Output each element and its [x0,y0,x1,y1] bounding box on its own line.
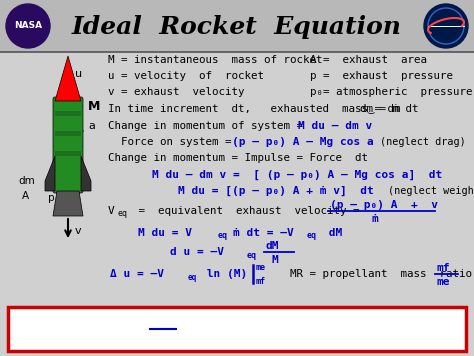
Circle shape [424,4,468,48]
Bar [55,131,81,136]
Text: eq: eq [93,328,106,338]
Text: ) = V: ) = V [178,321,224,336]
Circle shape [6,4,50,48]
Text: ṁ: ṁ [372,214,379,224]
Text: ln MR  = Isp  g: ln MR = Isp g [244,321,390,336]
Polygon shape [53,191,83,216]
Text: M = instantaneous  mass of rocket: M = instantaneous mass of rocket [108,55,322,65]
Text: dM: dM [322,228,342,238]
Text: ln (M): ln (M) [200,269,247,279]
Text: dm = ṁ dt: dm = ṁ dt [360,104,419,114]
Text: mf: mf [437,263,450,273]
Text: me: me [256,262,266,272]
Polygon shape [81,156,91,191]
Text: ṁ dt = –V: ṁ dt = –V [233,228,294,238]
FancyBboxPatch shape [53,97,83,193]
Text: p: p [48,193,55,203]
Text: Change in momentum = Impulse = Force  dt: Change in momentum = Impulse = Force dt [108,153,368,163]
Text: u: u [75,69,82,79]
Text: eq: eq [218,231,228,241]
Text: a: a [88,121,95,131]
Text: v = exhaust  velocity: v = exhaust velocity [108,87,245,97]
Text: eq: eq [118,209,128,219]
Text: In time increment  dt,   exhausted  mass‿= dm: In time increment dt, exhausted mass‿= d… [108,104,401,114]
Text: ln MR: ln MR [398,321,444,336]
Text: dm: dm [18,176,35,186]
Text: eq: eq [230,328,243,338]
Text: Change in momentum of system =: Change in momentum of system = [108,121,310,131]
Text: v: v [75,226,82,236]
Polygon shape [45,156,55,191]
Text: mf: mf [152,314,170,330]
Bar [55,111,81,116]
Text: Ideal  Rocket  Equation: Ideal Rocket Equation [72,15,402,39]
Text: me: me [152,329,170,344]
Text: M du = [(p – p₀) A + ṁ v]  dt: M du = [(p – p₀) A + ṁ v] dt [178,186,374,196]
Text: MR = propellant  mass  ratio  =: MR = propellant mass ratio = [290,269,474,279]
Text: M: M [88,99,100,112]
Text: mf: mf [256,277,266,286]
Text: p₀= atmospheric  pressure: p₀= atmospheric pressure [310,87,473,97]
Text: Force on system =: Force on system = [108,137,238,147]
Text: u = velocity  of  rocket: u = velocity of rocket [108,71,264,81]
Text: A: A [22,191,29,201]
Text: V: V [108,206,115,216]
Text: ln (: ln ( [108,321,154,336]
Text: eq: eq [188,272,197,282]
Text: NASA: NASA [14,21,42,31]
Text: o: o [388,328,394,338]
Text: d u = –V: d u = –V [170,247,224,257]
Text: Δ u = –V: Δ u = –V [110,269,164,279]
Text: eq: eq [307,231,317,241]
Bar [55,151,81,156]
Bar [0,52,474,356]
Text: M du = V: M du = V [138,228,192,238]
Text: eq: eq [247,251,257,260]
Text: (p – p₀) A  +  v: (p – p₀) A + v [330,200,438,210]
Bar [0,0,474,52]
Text: A =  exhaust  area: A = exhaust area [310,55,427,65]
Text: M du – dm v =  [ (p – p₀) A – Mg cos a]  dt: M du – dm v = [ (p – p₀) A – Mg cos a] d… [152,170,442,180]
Text: M: M [272,255,279,265]
Text: me: me [437,277,450,287]
Text: M du – dm v: M du – dm v [298,121,372,131]
FancyBboxPatch shape [8,307,466,351]
Text: (neglect drag): (neglect drag) [380,137,466,147]
Text: =  equivalent  exhaust  velocity =: = equivalent exhaust velocity = [132,206,359,216]
Text: p =  exhaust  pressure: p = exhaust pressure [310,71,453,81]
Polygon shape [55,56,81,101]
Text: (p – p₀) A – Mg cos a: (p – p₀) A – Mg cos a [232,137,374,147]
Text: dM: dM [266,241,280,251]
Text: Δu = V: Δu = V [22,321,77,336]
Text: (neglect weight): (neglect weight) [388,186,474,196]
